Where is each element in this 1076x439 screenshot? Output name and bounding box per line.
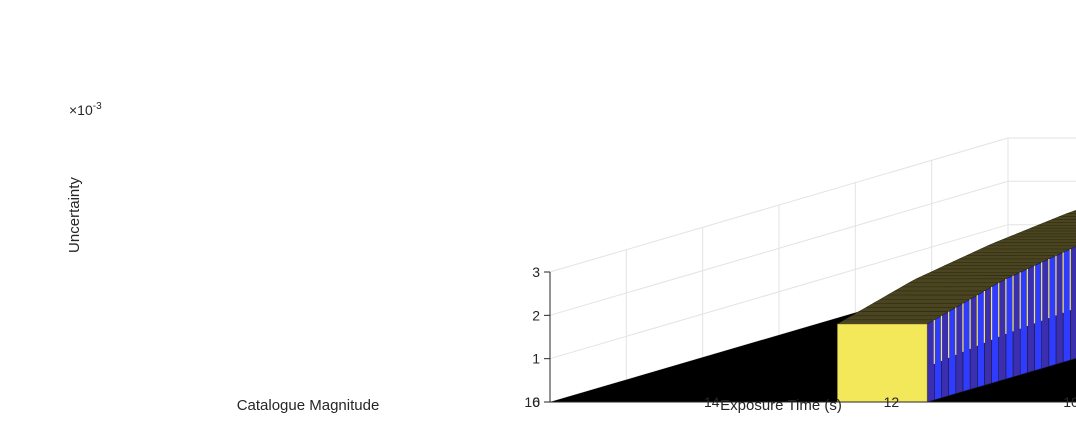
surface-front-face (948, 306, 957, 397)
surface-top-face (994, 239, 1076, 243)
surface-front-face (926, 319, 935, 403)
surface-top-face (893, 286, 993, 292)
surface-top-face (850, 311, 950, 317)
surface-front-face (1048, 255, 1057, 367)
surface-top-face (843, 315, 943, 321)
surface-front-face (1070, 246, 1076, 361)
surface-top-face (1001, 236, 1076, 241)
surface-top-face (865, 303, 964, 308)
surface-end-face (837, 323, 928, 403)
surface-front-face (991, 282, 1000, 384)
y-axis-label: Catalogue Magnitude (237, 397, 380, 414)
surface-top-face (937, 265, 1035, 270)
z-tick-label: 3 (532, 264, 540, 280)
surface-top-face (900, 282, 1000, 288)
y-ticks: 6810121416 (524, 394, 1076, 410)
z-tick-label: 2 (532, 307, 540, 323)
surface-top-face (958, 255, 1057, 260)
surface-top-face (966, 252, 1064, 256)
surface-top-face (836, 319, 936, 325)
surface-top-face (1030, 225, 1076, 229)
surface-top-face (1023, 227, 1076, 232)
surface-top-face (923, 272, 1021, 276)
y-tick-label: 14 (704, 394, 720, 410)
z-exponent-label: ×10-3 (69, 101, 102, 118)
surface-top-face (857, 307, 957, 312)
surface-front-face (962, 298, 971, 392)
y-tick-label: 10 (1063, 394, 1076, 410)
surface-front-face (1055, 251, 1064, 365)
surface-top-face (1009, 233, 1076, 238)
surface-front-face (933, 315, 942, 401)
surface-top-face (908, 278, 1007, 284)
grid-line (549, 180, 1076, 316)
surface-front-face (984, 286, 992, 386)
grid-line (549, 224, 1076, 360)
surface-top-face (980, 245, 1076, 250)
y-tick-label: 12 (884, 394, 900, 410)
surface-front-face (1041, 258, 1050, 369)
surface-front-face (1019, 268, 1028, 376)
z-tick-label: 0 (532, 394, 540, 410)
surface-front-face (976, 290, 985, 388)
surface-front-face (969, 294, 978, 390)
z-ticks: 0 1 2 3 (532, 264, 550, 410)
surface-top-face (1016, 230, 1076, 235)
surface-top-face (1044, 219, 1076, 223)
surface-top-face (951, 258, 1049, 263)
surface-top-face (872, 299, 972, 304)
y-tick-label: 16 (524, 394, 540, 410)
z-axis-label: Uncertainty (66, 177, 83, 253)
x-axis-label: Exposure Time (s) (720, 397, 842, 414)
surface-top-face (879, 294, 979, 300)
surface-top-face (1051, 216, 1076, 220)
surface-front-face (1012, 271, 1021, 378)
surface-strips (836, 210, 1076, 403)
surface-top-face (886, 290, 986, 296)
grid-line (549, 137, 1076, 273)
surface-top-face (973, 248, 1071, 253)
z-tick-label: 1 (532, 351, 540, 367)
surface-top-face (1066, 210, 1076, 214)
surface-front-face (1005, 275, 1014, 380)
surface-front-face (1034, 261, 1042, 372)
surface-front-face (998, 278, 1007, 382)
surface-top-face (1059, 213, 1076, 217)
surface-front-face (941, 311, 949, 399)
axes (549, 272, 1076, 403)
surface-front-face (1027, 265, 1035, 374)
surface-top-face (987, 242, 1076, 247)
surface-front-face (1062, 248, 1071, 363)
surface-front-face (955, 302, 964, 395)
surface-top-face (930, 268, 1028, 273)
surface-top-face (915, 275, 1014, 280)
surface-top-face (944, 262, 1042, 266)
surface-top-face (1037, 222, 1076, 226)
